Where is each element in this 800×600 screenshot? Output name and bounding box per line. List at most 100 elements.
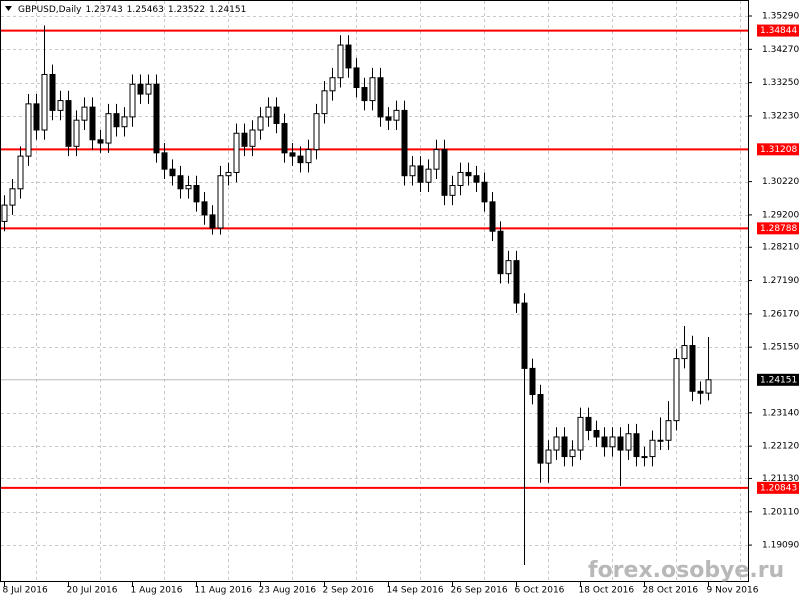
y-tick-label: 1.21130 bbox=[762, 474, 799, 484]
candle-body bbox=[345, 44, 352, 69]
candle-body bbox=[217, 175, 224, 229]
level-label: 1.20843 bbox=[760, 483, 797, 493]
candle-body bbox=[473, 175, 480, 183]
candle-body bbox=[697, 390, 704, 394]
candle-body bbox=[193, 185, 200, 203]
candle-body bbox=[625, 433, 632, 451]
x-tick-label: 28 Oct 2016 bbox=[643, 586, 699, 596]
candle-body bbox=[265, 106, 272, 118]
x-tick-label: 8 Jul 2016 bbox=[3, 586, 48, 596]
candle-body bbox=[609, 436, 616, 448]
header-high: 1.25463 bbox=[127, 5, 164, 15]
level-label: 1.34844 bbox=[760, 26, 797, 36]
candle-body bbox=[257, 116, 264, 131]
y-tick-label: 1.30220 bbox=[762, 177, 799, 187]
candle-body bbox=[409, 165, 416, 177]
x-tick-label: 18 Oct 2016 bbox=[579, 586, 635, 596]
candle-body bbox=[569, 449, 576, 458]
candle-body bbox=[361, 87, 368, 102]
candle-body bbox=[481, 181, 488, 203]
x-tick-label: 1 Aug 2016 bbox=[131, 586, 183, 596]
candle-body bbox=[561, 436, 568, 458]
candle-body bbox=[241, 132, 248, 147]
candle-body bbox=[233, 132, 240, 173]
candle-body bbox=[497, 230, 504, 275]
watermark: forex.osobye.ru bbox=[588, 558, 784, 583]
candle-body bbox=[209, 214, 216, 229]
candle-body bbox=[329, 77, 336, 92]
candle-body bbox=[537, 394, 544, 464]
candle-body bbox=[89, 106, 96, 141]
candle-body bbox=[177, 175, 184, 190]
candle-body bbox=[513, 260, 520, 304]
candle-body bbox=[121, 116, 128, 128]
candle-body bbox=[673, 358, 680, 422]
chart-title: GBPUSD,Daily bbox=[18, 5, 82, 15]
candle-body bbox=[113, 113, 120, 128]
candle-body bbox=[273, 106, 280, 124]
candle-body bbox=[369, 77, 376, 102]
candle-body bbox=[705, 379, 712, 394]
candle-body bbox=[505, 260, 512, 275]
y-tick-label: 1.26170 bbox=[762, 309, 799, 319]
x-tick-label: 2 Sep 2016 bbox=[323, 586, 375, 596]
candle-body bbox=[377, 77, 384, 118]
candle-body bbox=[65, 100, 72, 147]
last-price-label: 1.24151 bbox=[760, 375, 797, 385]
candle-body bbox=[577, 416, 584, 451]
y-tick-label: 1.25150 bbox=[762, 343, 799, 353]
candle-body bbox=[225, 171, 232, 177]
x-tick-label: 23 Aug 2016 bbox=[259, 586, 317, 596]
header-close: 1.24151 bbox=[209, 5, 246, 15]
level-label: 1.28788 bbox=[760, 224, 797, 234]
candle-body bbox=[297, 155, 304, 164]
level-label-box bbox=[757, 24, 799, 37]
candle-body bbox=[321, 90, 328, 115]
candle-body bbox=[105, 113, 112, 144]
candle-body bbox=[33, 103, 40, 131]
candle-body bbox=[449, 185, 456, 196]
candle-body bbox=[617, 436, 624, 451]
y-tick-label: 1.23140 bbox=[762, 408, 799, 418]
candle-body bbox=[521, 302, 528, 369]
y-tick-label: 1.22120 bbox=[762, 442, 799, 452]
candle-body bbox=[25, 103, 32, 157]
candle-body bbox=[129, 83, 136, 118]
chart-header: GBPUSD,Daily 1.23743 1.25463 1.23522 1.24151 bbox=[18, 5, 246, 15]
candle-body bbox=[1, 204, 8, 222]
candle-body bbox=[457, 171, 464, 187]
candle-body bbox=[433, 149, 440, 170]
candle-body bbox=[417, 165, 424, 183]
candle-body bbox=[681, 345, 688, 360]
candle-body bbox=[393, 109, 400, 121]
candle-body bbox=[97, 139, 104, 144]
y-tick-label: 1.20110 bbox=[762, 507, 799, 517]
x-tick-label: 9 Nov 2016 bbox=[707, 586, 759, 596]
x-tick-label: 6 Oct 2016 bbox=[515, 586, 565, 596]
candle-body bbox=[81, 106, 88, 121]
candle-body bbox=[553, 436, 560, 451]
last-price-box bbox=[757, 373, 799, 386]
candle-body bbox=[153, 83, 160, 154]
candle-body bbox=[57, 100, 64, 111]
candle-body bbox=[441, 149, 448, 196]
x-tick-label: 26 Sep 2016 bbox=[451, 586, 508, 596]
candle-body bbox=[249, 129, 256, 147]
candle-body bbox=[585, 416, 592, 431]
candle-body bbox=[465, 171, 472, 177]
candle-body bbox=[657, 439, 664, 442]
candle-body bbox=[649, 439, 656, 458]
candle-body bbox=[641, 456, 648, 459]
candle-body bbox=[689, 345, 696, 392]
candle-body bbox=[601, 436, 608, 448]
y-tick-label: 1.19090 bbox=[762, 541, 799, 551]
candle-body bbox=[161, 152, 168, 170]
candle-body bbox=[137, 83, 144, 95]
candle-body bbox=[289, 152, 296, 157]
y-tick-label: 1.27190 bbox=[762, 276, 799, 286]
level-label-box bbox=[757, 222, 799, 235]
candle-body bbox=[17, 155, 24, 190]
candle-body bbox=[201, 201, 208, 216]
y-tick-label: 1.28210 bbox=[762, 243, 799, 253]
